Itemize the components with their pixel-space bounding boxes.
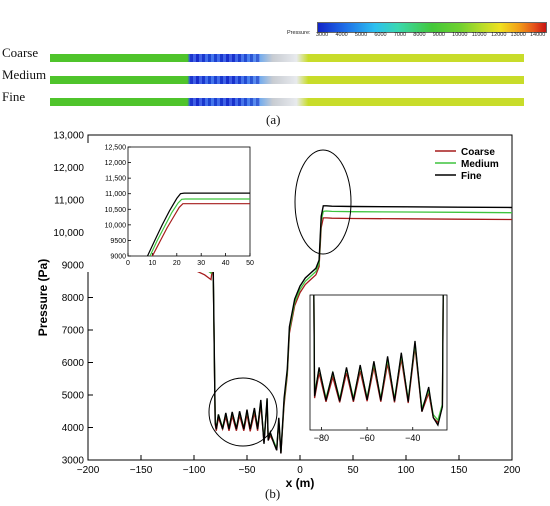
legend-label: Medium	[461, 159, 499, 170]
x-tick-label: −150	[130, 465, 153, 476]
oscillation-pattern	[190, 98, 260, 106]
colorbar-tick-label: 9000	[432, 32, 445, 38]
colorbar-tick-label: 3000	[316, 32, 329, 38]
inset-1-y-tick-label: 11,000	[105, 191, 126, 198]
x-tick-label: −200	[77, 465, 100, 476]
pressure-colorbar	[317, 22, 547, 33]
inset-1-y-tick-label: 10,500	[105, 207, 127, 214]
y-tick-label: 3000	[62, 456, 85, 467]
series-line-fine	[88, 205, 512, 454]
y-tick-label: 4000	[62, 423, 85, 434]
colorbar-tick-label: 12000	[491, 32, 507, 38]
colorbar-tick-label: 8000	[413, 32, 426, 38]
colorbar-tick-label: 11000	[471, 32, 487, 38]
inset-1-y-tick-label: 12,000	[105, 160, 127, 167]
x-tick-label: 150	[451, 465, 468, 476]
legend-label: Coarse	[461, 147, 495, 158]
inset-2-background	[308, 293, 449, 444]
oscillation-pattern	[190, 76, 260, 84]
inset-1-x-tick-label: 0	[126, 260, 130, 267]
colorbar-tick-label: 7000	[393, 32, 407, 38]
inset-1-x-tick-label: 10	[149, 260, 157, 267]
inset-2-series-fine	[313, 295, 444, 427]
x-tick-label: −50	[239, 465, 256, 476]
colorbar-tick-label: 14000	[530, 32, 546, 38]
colorbar-tick-label: 5000	[354, 32, 368, 38]
colorbar-tick-label: 6000	[374, 32, 387, 38]
inset-1-series-coarse	[151, 203, 250, 256]
x-tick-label: 200	[504, 465, 521, 476]
legend-label: Fine	[461, 171, 482, 182]
x-axis-title: x (m)	[286, 476, 315, 490]
x-tick-label: −100	[183, 465, 206, 476]
colorbar-title: Pressure:	[287, 30, 311, 36]
inset-1-x-tick-label: 30	[197, 260, 205, 267]
y-tick-label: 6000	[62, 358, 85, 369]
y-tick-label: 10,000	[53, 228, 84, 239]
panel-a: Pressure: 3000 4000 5000 6000 7000 8000 9000 10…	[0, 0, 550, 130]
colorbar-tick-label: 10000	[452, 32, 468, 38]
y-axis-title: Pressure (Pa)	[36, 259, 50, 336]
panel-a-label: (a)	[266, 112, 281, 127]
pressure-field-strip	[50, 76, 524, 84]
inset-1-y-tick-label: 11,500	[105, 176, 126, 183]
oscillation-pattern	[190, 54, 260, 62]
y-tick-label: 12,000	[53, 163, 84, 174]
inset-1-y-tick-label: 12,500	[105, 145, 127, 152]
inset-2-x-tick-label: −80	[314, 433, 329, 443]
mesh-row-label: Fine	[2, 89, 26, 104]
inset-1-y-tick-label: 9500	[110, 238, 126, 245]
y-tick-label: 11,000	[54, 196, 84, 207]
inset-2-frame	[309, 294, 448, 431]
x-tick-label: 100	[398, 465, 415, 476]
inset-1-series-fine	[146, 192, 250, 256]
colorbar-tick-label: 13000	[510, 32, 526, 38]
mesh-row-label: Medium	[2, 67, 47, 82]
colorbar-tick-label: 4000	[335, 32, 348, 38]
y-tick-label: 13,000	[53, 131, 84, 142]
y-tick-label: 7000	[62, 326, 85, 337]
oscillation-highlight-ellipse	[208, 377, 278, 447]
inset-1-x-tick-label: 50	[246, 260, 254, 267]
inset-1-y-tick-label: 9000	[110, 254, 126, 261]
pressure-field-strip	[50, 98, 524, 106]
inset-1-frame	[127, 146, 251, 257]
inset-2-x-tick-label: −60	[359, 433, 374, 443]
inset-1-series-medium	[149, 198, 250, 256]
inset-2-x-tick-label: −40	[405, 433, 420, 443]
x-tick-label: 50	[347, 465, 359, 476]
inset-1-x-tick-label: 40	[222, 260, 230, 267]
y-tick-label: 5000	[62, 391, 85, 402]
mesh-row-label: Coarse	[2, 45, 39, 60]
peak-highlight-ellipse	[294, 149, 352, 255]
inset-1-y-tick-label: 10,000	[105, 222, 127, 229]
y-tick-label: 9000	[62, 261, 85, 272]
inset-1-x-tick-label: 20	[173, 260, 181, 267]
panel-b-label: (b)	[265, 486, 281, 501]
y-tick-label: 8000	[62, 293, 85, 304]
pressure-field-strip	[50, 54, 524, 62]
x-tick-label: 0	[297, 465, 303, 476]
